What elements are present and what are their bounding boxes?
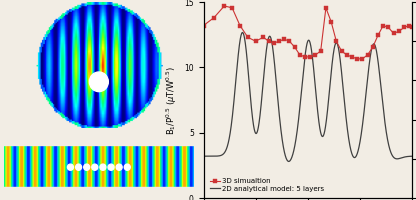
3D simualtion bbox=[282, 38, 287, 40]
Circle shape bbox=[116, 164, 122, 170]
3D simualtion bbox=[344, 54, 349, 56]
3D simualtion bbox=[365, 54, 370, 56]
Circle shape bbox=[100, 164, 106, 170]
3D simualtion bbox=[386, 26, 391, 29]
3D simualtion bbox=[253, 40, 258, 42]
2D analytical model: 5 layers: (0.8, 3.2): 5 layers: (0.8, 3.2) bbox=[409, 155, 414, 157]
2D analytical model: 5 layers: (0.475, 12.7): 5 layers: (0.475, 12.7) bbox=[240, 31, 245, 34]
2D analytical model: 5 layers: (0.584, 6.66): 5 layers: (0.584, 6.66) bbox=[297, 110, 302, 112]
Legend: 3D simualtion, 2D analytical model: 5 layers: 3D simualtion, 2D analytical model: 5 la… bbox=[207, 176, 327, 195]
Circle shape bbox=[92, 164, 98, 170]
3D simualtion bbox=[396, 30, 401, 33]
2D analytical model: 5 layers: (0.595, 10.9): 5 layers: (0.595, 10.9) bbox=[302, 55, 307, 57]
3D simualtion bbox=[407, 24, 412, 27]
3D simualtion bbox=[401, 26, 406, 29]
2D analytical model: 5 layers: (0.564, 2.8): 5 layers: (0.564, 2.8) bbox=[286, 160, 291, 163]
Circle shape bbox=[108, 164, 114, 170]
3D simualtion bbox=[334, 40, 339, 42]
3D simualtion bbox=[245, 36, 250, 38]
2D analytical model: 5 layers: (0.789, 3.16): 5 layers: (0.789, 3.16) bbox=[404, 156, 409, 158]
Y-axis label: $\mathrm{B_1/P^{0.5}}$ ($\mu$T/W$^{0.5}$): $\mathrm{B_1/P^{0.5}}$ ($\mu$T/W$^{0.5}$… bbox=[164, 65, 178, 135]
3D simualtion bbox=[266, 40, 271, 42]
3D simualtion bbox=[308, 56, 313, 58]
Circle shape bbox=[84, 164, 90, 170]
3D simualtion bbox=[211, 16, 216, 19]
3D simualtion bbox=[297, 54, 302, 56]
2D analytical model: 5 layers: (0.4, 3.2): 5 layers: (0.4, 3.2) bbox=[201, 155, 206, 157]
3D simualtion bbox=[329, 20, 334, 23]
3D simualtion bbox=[318, 50, 323, 52]
3D simualtion bbox=[323, 7, 328, 9]
3D simualtion bbox=[370, 46, 375, 48]
3D simualtion bbox=[409, 26, 414, 29]
Line: 3D simualtion: 3D simualtion bbox=[201, 4, 414, 61]
3D simualtion bbox=[360, 58, 365, 60]
2D analytical model: 5 layers: (0.42, 3.2): 5 layers: (0.42, 3.2) bbox=[212, 155, 217, 157]
3D simualtion bbox=[313, 54, 318, 56]
Line: 2D analytical model: 5 layers: 2D analytical model: 5 layers bbox=[203, 32, 412, 161]
3D simualtion bbox=[230, 7, 235, 9]
3D simualtion bbox=[292, 46, 297, 48]
3D simualtion bbox=[302, 56, 307, 58]
2D analytical model: 5 layers: (0.715, 9.26): 5 layers: (0.715, 9.26) bbox=[365, 76, 370, 78]
3D simualtion bbox=[349, 56, 354, 58]
3D simualtion bbox=[261, 36, 266, 38]
3D simualtion bbox=[381, 24, 386, 27]
3D simualtion bbox=[271, 42, 276, 44]
3D simualtion bbox=[287, 40, 292, 42]
3D simualtion bbox=[222, 5, 227, 7]
3D simualtion bbox=[238, 24, 243, 27]
3D simualtion bbox=[277, 40, 282, 42]
3D simualtion bbox=[391, 32, 396, 35]
3D simualtion bbox=[339, 50, 344, 52]
Circle shape bbox=[89, 72, 108, 92]
3D simualtion bbox=[376, 34, 381, 37]
Circle shape bbox=[76, 164, 82, 170]
2D analytical model: 5 layers: (0.789, 3.16): 5 layers: (0.789, 3.16) bbox=[404, 156, 409, 158]
3D simualtion bbox=[201, 24, 206, 27]
3D simualtion bbox=[355, 58, 360, 60]
Circle shape bbox=[124, 164, 130, 170]
Circle shape bbox=[67, 164, 74, 170]
